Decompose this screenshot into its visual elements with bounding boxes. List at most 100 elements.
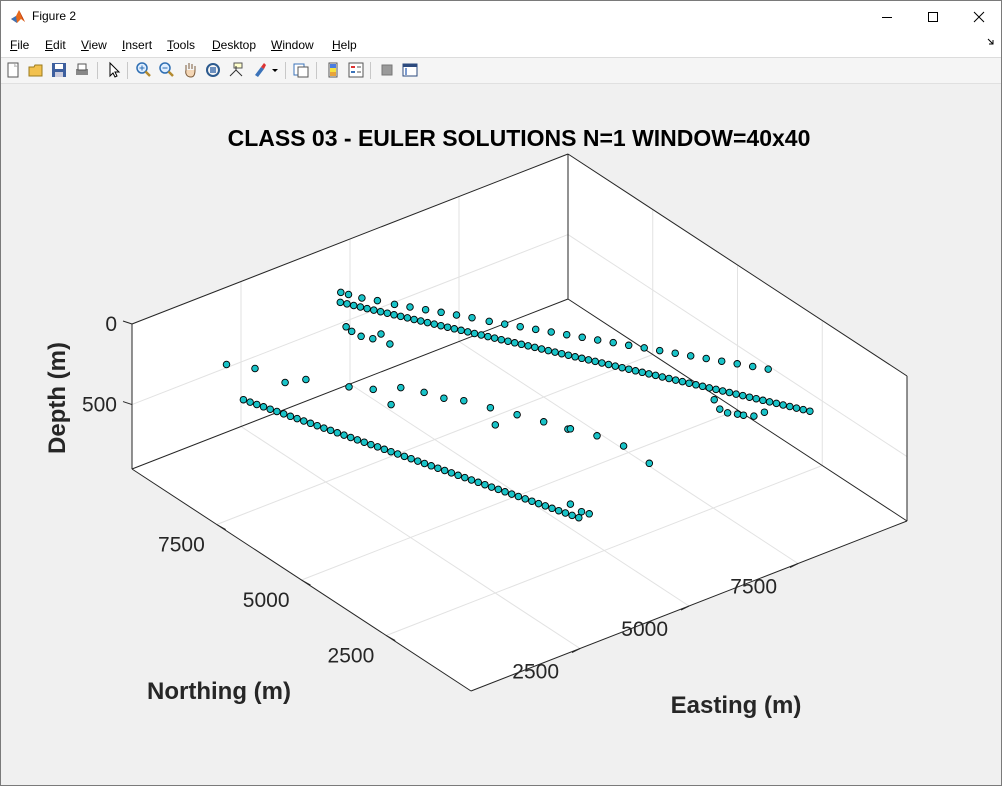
data-point bbox=[474, 478, 482, 487]
zoom-in-button[interactable] bbox=[135, 61, 153, 79]
data-point bbox=[786, 402, 794, 411]
menu-help[interactable]: Help bbox=[332, 38, 357, 52]
data-point bbox=[779, 401, 787, 409]
show-plot-tools-button[interactable] bbox=[401, 61, 419, 79]
link-plot-button[interactable] bbox=[292, 61, 310, 79]
open-file-button[interactable] bbox=[27, 61, 45, 79]
data-point bbox=[313, 421, 321, 430]
new-figure-button[interactable] bbox=[4, 61, 22, 79]
insert-legend-icon bbox=[348, 62, 364, 78]
data-point bbox=[651, 371, 660, 380]
data-point bbox=[640, 344, 648, 352]
data-point bbox=[484, 332, 492, 341]
dock-arrow-icon[interactable] bbox=[987, 38, 995, 49]
data-point bbox=[645, 459, 654, 468]
data-point bbox=[420, 459, 429, 468]
zoom-out-button[interactable] bbox=[158, 61, 176, 79]
menu-edit[interactable]: Edit bbox=[45, 38, 66, 52]
chevron-down-icon bbox=[272, 69, 278, 72]
data-point bbox=[420, 388, 428, 397]
print-icon bbox=[76, 63, 88, 75]
data-point bbox=[514, 492, 523, 501]
pan-button[interactable] bbox=[181, 61, 199, 79]
data-point bbox=[765, 398, 774, 406]
x-tick-label: 5000 bbox=[621, 618, 668, 641]
data-point bbox=[528, 497, 536, 505]
data-point bbox=[369, 385, 377, 394]
data-point bbox=[407, 454, 415, 463]
z-tick-mark bbox=[122, 320, 133, 325]
data-point bbox=[397, 383, 405, 392]
data-point bbox=[454, 471, 462, 480]
data-point bbox=[539, 418, 548, 426]
x-tick-mark bbox=[789, 563, 799, 568]
maximize-button[interactable] bbox=[910, 1, 956, 32]
data-point bbox=[343, 300, 351, 308]
zoom-out-icon bbox=[159, 62, 174, 77]
data-point bbox=[631, 367, 640, 375]
data-point bbox=[671, 349, 679, 357]
insert-colorbar-button[interactable] bbox=[324, 61, 342, 79]
data-point bbox=[716, 405, 724, 413]
data-point bbox=[246, 398, 254, 406]
data-point bbox=[733, 360, 741, 368]
data-point bbox=[461, 473, 469, 482]
data-point bbox=[300, 417, 308, 425]
data-point bbox=[611, 362, 620, 370]
data-point bbox=[380, 445, 389, 454]
data-point bbox=[437, 321, 445, 330]
insert-legend-button[interactable] bbox=[347, 61, 365, 79]
scatter-points bbox=[222, 288, 814, 522]
data-point bbox=[625, 365, 633, 373]
data-point bbox=[481, 480, 489, 489]
data-point bbox=[373, 443, 382, 451]
menu-desktop[interactable]: Desktop bbox=[212, 38, 257, 52]
y-tick-mark bbox=[301, 579, 311, 586]
close-button[interactable] bbox=[956, 1, 1001, 32]
menu-insert[interactable]: Insert bbox=[122, 38, 153, 52]
data-point bbox=[578, 354, 586, 363]
print-button[interactable] bbox=[73, 61, 91, 79]
data-cursor-button[interactable] bbox=[227, 61, 245, 79]
data-point bbox=[293, 414, 301, 423]
menu-file[interactable]: File bbox=[10, 38, 30, 52]
brush-button[interactable] bbox=[251, 61, 269, 79]
data-point bbox=[450, 325, 459, 333]
data-point bbox=[386, 340, 394, 348]
brush-dropdown-button[interactable] bbox=[270, 61, 280, 79]
data-point bbox=[357, 332, 365, 341]
data-point bbox=[591, 357, 599, 366]
rotate-3d-button[interactable] bbox=[204, 61, 222, 79]
data-point bbox=[376, 307, 385, 316]
data-point bbox=[279, 410, 288, 418]
data-point bbox=[593, 336, 602, 344]
menu-tools[interactable]: Tools bbox=[167, 38, 196, 52]
hide-plot-tools-button[interactable] bbox=[378, 61, 396, 79]
data-point bbox=[369, 334, 377, 343]
minimize-button[interactable] bbox=[864, 1, 910, 32]
menu-bar: File Edit View Insert Tools Desktop Window Help bbox=[1, 32, 1001, 58]
data-point bbox=[447, 469, 456, 477]
data-point bbox=[547, 328, 555, 336]
axes-box bbox=[122, 153, 908, 692]
x-tick-label: 2500 bbox=[512, 661, 559, 684]
data-point bbox=[251, 364, 259, 373]
data-point bbox=[752, 394, 760, 403]
edit-plot-button[interactable] bbox=[105, 61, 123, 79]
data-point bbox=[358, 294, 366, 302]
data-point bbox=[302, 375, 310, 384]
y-tick-label: 5000 bbox=[243, 589, 290, 612]
data-point bbox=[421, 305, 430, 314]
box-edge bbox=[567, 153, 908, 377]
save-button[interactable] bbox=[50, 61, 68, 79]
menu-view[interactable]: View bbox=[81, 38, 107, 52]
data-point bbox=[638, 368, 646, 377]
data-point bbox=[344, 290, 353, 299]
data-point bbox=[281, 378, 289, 387]
data-point bbox=[333, 429, 342, 437]
data-point bbox=[521, 495, 529, 503]
data-point bbox=[500, 320, 509, 328]
data-point bbox=[403, 314, 412, 322]
menu-window[interactable]: Window bbox=[271, 38, 314, 52]
